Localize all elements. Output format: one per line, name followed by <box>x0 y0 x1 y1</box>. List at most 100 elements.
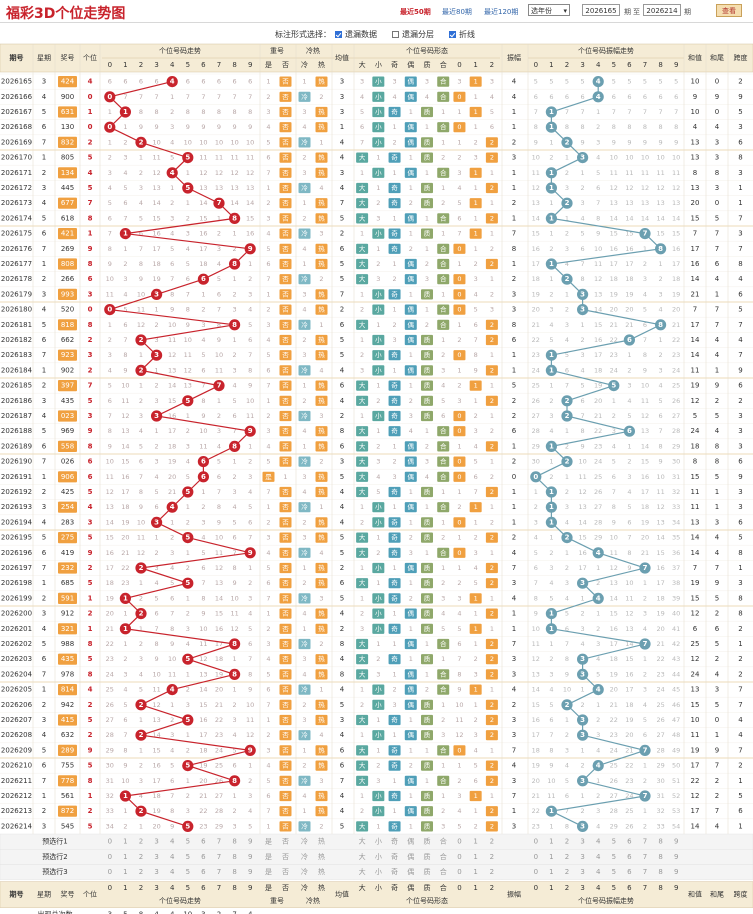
sum-value: 16 <box>691 260 700 268</box>
miss-count: 1 <box>123 245 127 253</box>
amp-miss-count: 2 <box>581 184 585 192</box>
hotcold-mark-text: 热 <box>318 517 325 526</box>
form-mark-text: 奇 <box>391 411 398 420</box>
period-to-input[interactable]: 2026214 <box>643 4 681 16</box>
prize-number: 906 <box>61 473 75 481</box>
amp-miss-count: 15 <box>641 458 649 466</box>
week-label: 3 <box>42 78 46 86</box>
miss-count: 13 <box>246 184 254 192</box>
miss-count: 4 <box>201 336 205 344</box>
span-value: 4 <box>738 716 743 724</box>
amp-miss-count: 11 <box>594 260 602 268</box>
option-miss-layer[interactable]: 遗漏分层 <box>392 29 434 40</box>
miss-count: 3 <box>123 670 127 678</box>
checkbox-icon[interactable] <box>335 31 342 38</box>
unit-ball-number: 4 <box>170 78 175 86</box>
page-title: 福彩3D个位走势图 <box>6 6 126 22</box>
hotcold-mark-text: 热 <box>318 533 325 542</box>
repeat-miss: 6 <box>266 260 270 268</box>
amp-miss-count: 14 <box>532 686 540 694</box>
recent-80-link[interactable]: 最近80期 <box>442 8 472 16</box>
miss-count: 1 <box>170 701 174 709</box>
miss-count: 1 <box>217 214 221 222</box>
recent-120-link[interactable]: 最近120期 <box>484 8 519 16</box>
form-miss: 3 <box>376 777 380 785</box>
avg-value: 3 <box>340 458 344 466</box>
repeat-mark-text: 否 <box>282 199 289 207</box>
form-miss: 2 <box>392 686 396 694</box>
amp-miss-count: 27 <box>532 412 540 420</box>
recent-50-link[interactable]: 最近50期 <box>400 8 431 16</box>
avg-value: 5 <box>340 351 344 359</box>
option-miss-data[interactable]: 遗漏数据 <box>335 29 377 40</box>
form-mark <box>404 304 417 315</box>
amp-miss-count: 21 <box>594 412 602 420</box>
form-miss: 2 <box>360 610 364 618</box>
miss-count: 4 <box>233 382 237 390</box>
miss-count: 6 <box>248 518 252 526</box>
miss-count: 8 <box>108 427 112 435</box>
amp-ball-number: 1 <box>549 807 554 815</box>
sumtail-value: 4 <box>715 275 720 283</box>
repeat-mark <box>279 213 292 224</box>
amp-ball: 1 <box>545 805 558 817</box>
miss-count: 13 <box>199 670 207 678</box>
form-mark-text: 奇 <box>391 198 398 207</box>
hotcold-miss: 3 <box>302 290 306 298</box>
miss-count: 5 <box>123 184 127 192</box>
unit-digit: 9 <box>88 245 93 253</box>
form-miss: 2 <box>441 351 445 359</box>
repeat-mark <box>279 122 292 133</box>
amplitude-value: 3 <box>512 579 516 587</box>
prize-bg <box>58 76 77 88</box>
span-value: 1 <box>738 564 742 572</box>
amp-miss-count: 14 <box>641 442 649 450</box>
miss-count: 18 <box>152 792 160 800</box>
repeat-mark-text: 否 <box>282 625 289 633</box>
checkbox-icon[interactable] <box>449 31 456 38</box>
miss-count: 7 <box>139 473 143 481</box>
form-mark-text: 大 <box>359 745 366 754</box>
sum-value: 19 <box>691 382 700 390</box>
option-polyline[interactable]: 折线 <box>449 29 475 40</box>
prize-number: 283 <box>61 518 74 526</box>
amp-miss-count: 27 <box>610 792 618 800</box>
period-from-input[interactable]: 2026165 <box>582 4 620 16</box>
form-miss: 1 <box>409 746 413 754</box>
amp-miss-count: 15 <box>578 534 586 542</box>
miss-count: 7 <box>123 93 127 101</box>
form-mark-text: 小 <box>375 168 382 177</box>
form-mark-text: 偶 <box>408 609 415 618</box>
form-miss: 2 <box>441 579 445 587</box>
year-select[interactable]: 选年份 ▾ <box>528 4 570 16</box>
prize-cell: 755 <box>58 760 77 772</box>
repeat-miss: 1 <box>266 184 270 192</box>
unit-ball-number: 2 <box>139 138 144 146</box>
form-miss: 9 <box>457 686 461 694</box>
forecast-digit: 5 <box>186 838 190 846</box>
amp-miss-count: 5 <box>674 78 678 86</box>
footer-hotcold-sub: 热 <box>318 883 325 892</box>
form-mark-text: 2 <box>490 701 494 709</box>
miss-count: 2 <box>123 138 127 146</box>
hotcold-mark-text: 热 <box>318 669 325 678</box>
prize-bg <box>58 288 77 300</box>
query-button[interactable]: 查看 <box>716 4 742 17</box>
amp-miss-count: 23 <box>625 777 633 785</box>
form-miss: 2 <box>392 458 396 466</box>
sum-value: 12 <box>691 610 700 618</box>
checkbox-icon[interactable] <box>392 31 399 38</box>
miss-count: 26 <box>106 701 114 709</box>
prize-number: 631 <box>61 108 74 116</box>
amp-miss-count: 1 <box>581 169 585 177</box>
forecast-form: 合 <box>440 852 447 861</box>
chevron-down-icon: ▾ <box>563 7 567 15</box>
unit-digit: 9 <box>88 427 93 435</box>
amplitude-value: 1 <box>512 366 516 374</box>
sum-value: 15 <box>691 701 700 709</box>
sumtail-value: 0 <box>715 716 719 724</box>
forecast-form: 质 <box>424 852 431 861</box>
miss-count: 6 <box>170 260 174 268</box>
miss-count: 2 <box>233 290 237 298</box>
avg-value: 8 <box>340 427 344 435</box>
